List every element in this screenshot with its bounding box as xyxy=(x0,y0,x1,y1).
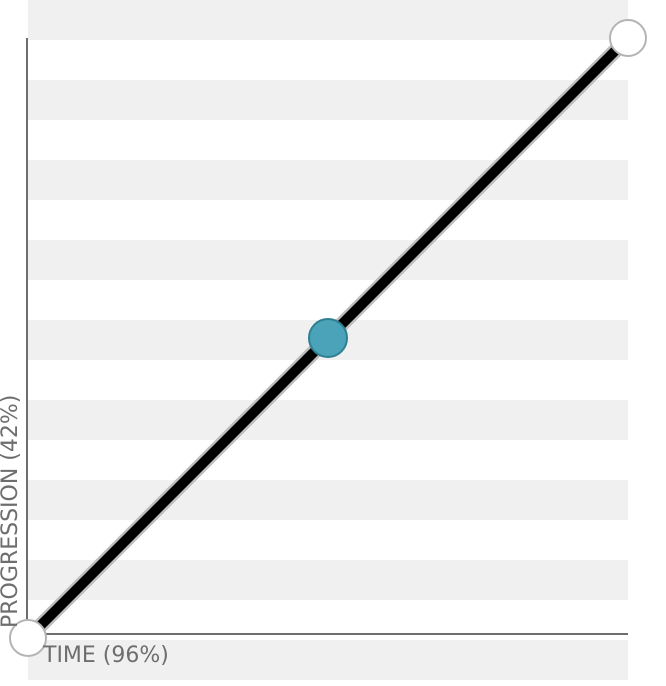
grid-band xyxy=(28,160,628,200)
start-handle[interactable] xyxy=(9,619,47,657)
grid-band xyxy=(28,480,628,520)
grid-band xyxy=(28,560,628,600)
handle-layer xyxy=(9,19,647,657)
grid-band xyxy=(28,240,628,280)
progress-marker[interactable] xyxy=(308,318,348,358)
grid-band xyxy=(28,640,628,680)
x-axis-label: TIME (96%) xyxy=(43,643,169,668)
grid-band xyxy=(28,400,628,440)
grid-band xyxy=(28,80,628,120)
grid-band xyxy=(28,0,628,40)
end-handle[interactable] xyxy=(609,19,647,57)
y-axis-label: PROGRESSION (42%) xyxy=(0,394,23,628)
